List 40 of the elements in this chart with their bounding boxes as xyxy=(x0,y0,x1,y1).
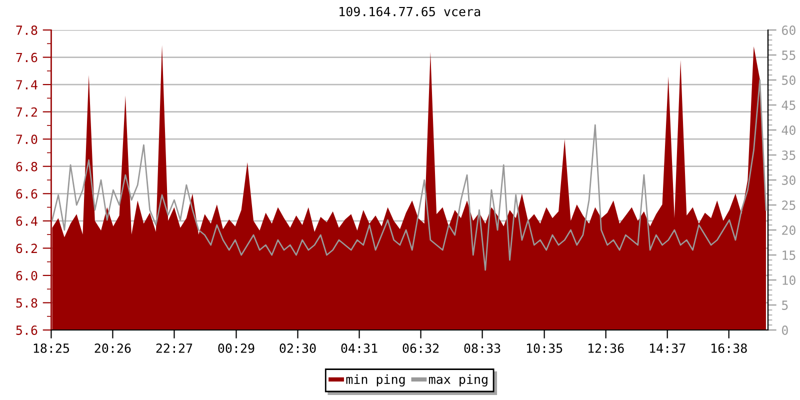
y-tick-label: 6.0 xyxy=(16,270,38,280)
y2-tick-label: 55 xyxy=(782,50,796,60)
x-tick-label: 16:38 xyxy=(712,343,747,353)
y-tick-label: 5.6 xyxy=(16,326,38,335)
y-tick-label: 7.0 xyxy=(16,134,38,144)
y2-tick-label: 25 xyxy=(782,200,796,210)
y2-tick-label: 35 xyxy=(782,150,796,160)
y-tick-label: 5.8 xyxy=(16,298,38,308)
y-tick-label: 6.4 xyxy=(16,216,38,226)
chart-title: 109.164.77.65 vcera xyxy=(340,6,480,16)
y2-tick-label: 20 xyxy=(782,226,796,235)
y-tick-label: 7.6 xyxy=(16,52,38,62)
y2-tick-label: 5 xyxy=(782,300,788,310)
y2-tick-label: 10 xyxy=(782,276,796,285)
x-tick-label: 08:33 xyxy=(464,343,500,353)
y-tick-label: 6.2 xyxy=(16,244,37,254)
x-tick-label: 20:26 xyxy=(94,343,131,353)
y-tick-label: 6.8 xyxy=(16,162,38,172)
legend-label: max ping xyxy=(429,374,488,386)
x-tick-label: 04:31 xyxy=(341,343,378,353)
y2-tick-label: 40 xyxy=(782,126,796,135)
x-tick-label: 12:36 xyxy=(588,343,624,353)
x-tick-label: 14:37 xyxy=(650,343,686,353)
x-tick-label: 10:35 xyxy=(527,343,562,353)
x-tick-label: 22:27 xyxy=(156,343,192,353)
y2-tick-label: 15 xyxy=(782,250,796,260)
y-tick-label: 7.4 xyxy=(16,80,38,90)
y2-tick-label: 60 xyxy=(782,26,796,35)
x-tick-label: 00:29 xyxy=(218,343,254,353)
y2-tick-label: 45 xyxy=(782,100,796,110)
y-tick-label: 6.6 xyxy=(16,189,38,199)
x-tick-label: 18:25 xyxy=(34,343,70,353)
y-tick-label: 7.2 xyxy=(16,107,37,117)
y-tick-label: 7.8 xyxy=(16,26,38,35)
y2-tick-label: 50 xyxy=(782,76,796,85)
x-tick-label: 06:32 xyxy=(402,343,439,353)
y2-tick-label: 30 xyxy=(782,176,796,185)
legend-label: min ping xyxy=(346,374,405,386)
x-tick-label: 02:30 xyxy=(280,343,316,353)
y2-tick-label: 0 xyxy=(782,326,788,335)
